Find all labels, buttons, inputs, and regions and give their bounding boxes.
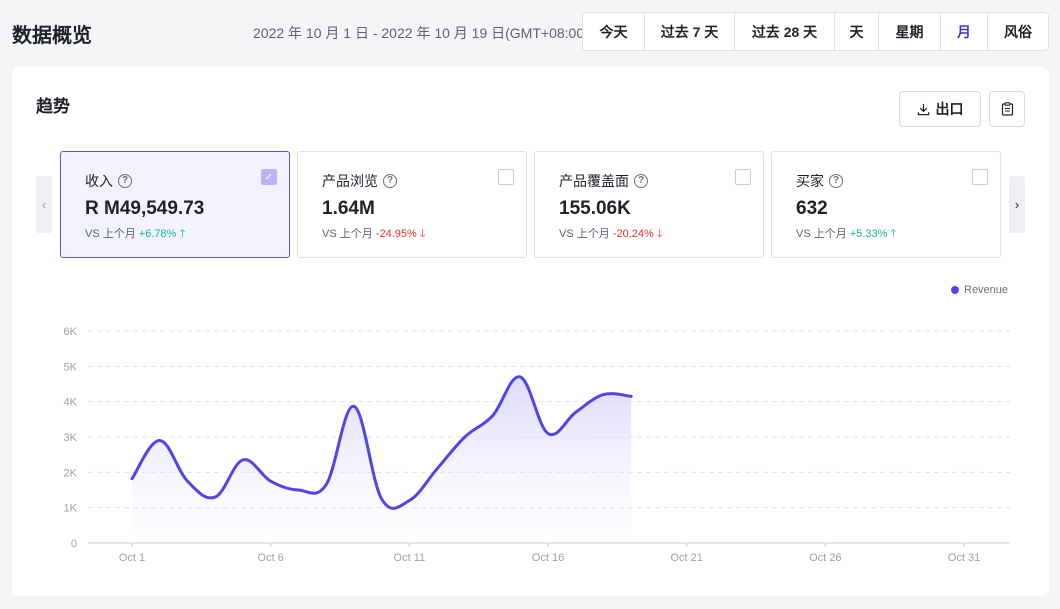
range-custom-button[interactable]: 风俗	[1004, 23, 1032, 40]
range-today-button[interactable]: 今天	[583, 13, 645, 50]
arrow-up-icon: 🡑	[179, 228, 186, 240]
metric-checkbox[interactable]: ✓	[261, 169, 277, 185]
metric-delta: +5.33%	[849, 228, 888, 240]
help-icon[interactable]: ?	[383, 174, 397, 188]
download-icon	[917, 103, 929, 115]
arrow-down-icon: 🡓	[656, 228, 663, 240]
legend-label: Revenue	[964, 284, 1009, 296]
y-tick-label: 5K	[64, 361, 78, 373]
arrow-down-icon: 🡓	[419, 228, 426, 240]
x-tick-label: Oct 16	[532, 552, 564, 564]
export-label: 出口	[935, 101, 964, 117]
page-title: 数据概览	[12, 25, 92, 47]
help-icon[interactable]: ?	[118, 174, 132, 188]
range-day-button[interactable]: 天	[835, 13, 879, 50]
range-7-days-button[interactable]: 过去 7 天	[645, 13, 735, 50]
metric-value: 632	[796, 198, 828, 219]
range-month-button[interactable]: 月	[941, 13, 988, 50]
range-28-days-button[interactable]: 过去 28 天	[735, 13, 835, 50]
clipboard-icon	[1001, 102, 1013, 116]
date-range: 2022 年 10 月 1 日 - 2022 年 10 月 19 日(GMT+0…	[253, 25, 589, 41]
metric-card-buyers[interactable]: 买家 ? 632 VS 上个月 +5.33% 🡑	[771, 151, 1001, 258]
x-tick-label: Oct 6	[258, 552, 284, 564]
metric-value: R M49,549.73	[85, 198, 205, 219]
metric-label: 产品浏览	[322, 173, 378, 189]
y-tick-label: 1K	[64, 503, 78, 515]
metric-checkbox[interactable]	[498, 169, 514, 185]
x-tick-label: Oct 11	[394, 552, 426, 564]
y-tick-label: 6K	[64, 326, 78, 338]
arrow-up-icon: 🡑	[890, 228, 897, 240]
revenue-area	[132, 376, 632, 533]
y-tick-label: 0	[71, 538, 77, 550]
metric-label: 产品覆盖面	[559, 173, 629, 189]
y-tick-label: 4K	[64, 397, 78, 409]
metric-label: 买家	[796, 173, 824, 189]
chevron-left-icon: ‹	[41, 197, 47, 212]
revenue-chart: 0 1K 2K 3K 4K 5K 6K Oct 1 Oct 6 Oct 11 Oct 16 Oct 2…	[64, 326, 1010, 564]
export-button[interactable]: 出口	[899, 91, 981, 127]
legend-dot-icon	[951, 286, 959, 294]
y-tick-label: 3K	[64, 432, 78, 444]
metric-delta: -20.24%	[612, 228, 654, 240]
trend-card: 趋势 出口 ‹ › 收入 ? ✓ R M49,549.73 VS 上个月 +6.…	[12, 67, 1049, 596]
x-tick-label: Oct 1	[119, 552, 145, 564]
clipboard-button[interactable]	[989, 91, 1025, 127]
metric-checkbox[interactable]	[972, 169, 988, 185]
metric-compare-label: VS 上个月	[85, 228, 136, 240]
x-tick-label: Oct 21	[670, 552, 702, 564]
chevron-right-icon: ›	[1014, 197, 1020, 212]
metric-value: 1.64M	[322, 198, 375, 219]
help-icon[interactable]: ?	[634, 174, 648, 188]
metric-label: 收入	[85, 173, 113, 189]
metrics-next-button[interactable]: ›	[1009, 176, 1025, 233]
metric-card-revenue[interactable]: 收入 ? ✓ R M49,549.73 VS 上个月 +6.78% 🡑	[60, 151, 290, 258]
metric-checkbox[interactable]	[735, 169, 751, 185]
x-tick-label: Oct 31	[948, 552, 980, 564]
metric-compare-label: VS 上个月	[796, 228, 847, 240]
metric-delta: +6.78%	[138, 228, 177, 240]
y-tick-label: 2K	[64, 467, 78, 479]
x-tick-label: Oct 26	[809, 552, 841, 564]
section-title: 趋势	[36, 97, 70, 116]
revenue-line	[130, 375, 633, 510]
metric-card-product-views[interactable]: 产品浏览 ? 1.64M VS 上个月 -24.95% 🡓	[297, 151, 527, 258]
metrics-prev-button[interactable]: ‹	[36, 176, 52, 233]
metric-card-product-reach[interactable]: 产品覆盖面 ? 155.06K VS 上个月 -20.24% 🡓	[534, 151, 764, 258]
range-week-button[interactable]: 星期	[879, 13, 941, 50]
check-icon: ✓	[264, 171, 274, 183]
metric-compare-label: VS 上个月	[559, 228, 610, 240]
help-icon[interactable]: ?	[829, 174, 843, 188]
metric-value: 155.06K	[559, 198, 631, 219]
metric-compare-label: VS 上个月	[322, 228, 373, 240]
chart-legend[interactable]: Revenue	[951, 284, 1008, 296]
range-selector: 今天 过去 7 天 过去 28 天 天 星期 月 风俗	[582, 12, 1049, 51]
metric-delta: -24.95%	[375, 228, 417, 240]
